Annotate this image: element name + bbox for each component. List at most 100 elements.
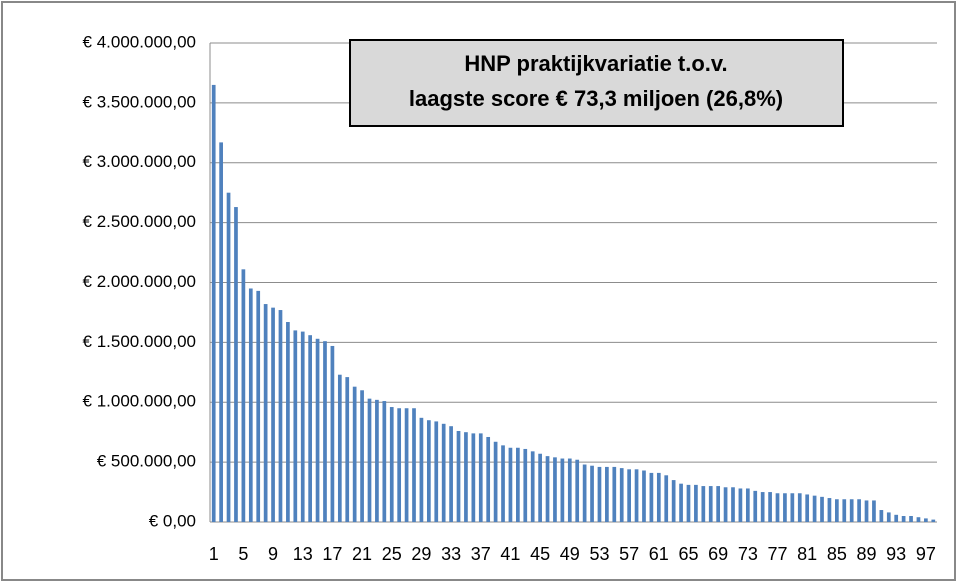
bar (901, 516, 906, 522)
bar (330, 345, 335, 522)
bar (894, 514, 899, 522)
bar (471, 433, 476, 522)
bar (219, 142, 223, 522)
x-tick-label: 41 (500, 544, 520, 564)
bar (486, 436, 491, 522)
x-tick-label: 37 (471, 544, 491, 564)
bar (456, 430, 461, 522)
bar (323, 341, 327, 522)
bar (226, 192, 231, 522)
x-tick-label: 97 (916, 544, 936, 564)
bar (530, 451, 535, 522)
bar (597, 466, 602, 522)
bar (768, 492, 772, 522)
bar (872, 500, 876, 522)
x-tick-label: 29 (411, 544, 431, 564)
bar (783, 493, 787, 522)
x-tick-label: 81 (797, 544, 817, 564)
bar (493, 441, 498, 522)
bar (523, 448, 528, 522)
bar (745, 488, 750, 522)
bar (664, 475, 669, 522)
y-tick-label: € 3.500.000,00 (83, 92, 196, 111)
bar (656, 472, 661, 522)
bar (248, 288, 253, 522)
bar (775, 493, 780, 522)
bar (790, 493, 795, 522)
bar (315, 338, 320, 522)
y-tick-label: € 2.000.000,00 (83, 272, 196, 291)
x-tick-label: 33 (441, 544, 461, 564)
x-tick-label: 69 (708, 544, 728, 564)
bar (308, 335, 313, 522)
y-tick-label: € 1.000.000,00 (83, 392, 196, 411)
bar (234, 207, 238, 522)
bar (278, 310, 283, 522)
bar (738, 488, 743, 522)
bar (849, 499, 854, 522)
bar (916, 517, 921, 522)
bar (649, 472, 654, 522)
bar (412, 408, 416, 522)
bar (271, 307, 275, 522)
bar (538, 453, 542, 522)
x-tick-label: 53 (589, 544, 609, 564)
x-tick-label: 65 (678, 544, 698, 564)
bar (716, 486, 721, 522)
bar (864, 500, 869, 522)
bar (827, 498, 832, 522)
y-tick-label: € 1.500.000,00 (83, 332, 196, 351)
bar (441, 423, 446, 522)
x-tick-label: 9 (268, 544, 278, 564)
x-tick-label: 21 (352, 544, 372, 564)
bar (256, 290, 261, 522)
y-tick-label: € 4.000.000,00 (83, 32, 196, 51)
bar (449, 426, 453, 522)
bar (805, 494, 810, 522)
bar (879, 510, 884, 522)
bar (753, 490, 758, 522)
bar (842, 499, 847, 522)
x-tick-label: 1 (209, 544, 219, 564)
chart-title: HNP praktijkvariatie t.o.v. (464, 51, 727, 76)
bar (434, 421, 439, 522)
bar (634, 469, 639, 522)
bar (352, 386, 357, 522)
bar (582, 464, 587, 522)
x-tick-label: 57 (619, 544, 639, 564)
bar (367, 398, 372, 522)
bar (812, 495, 817, 522)
bar (708, 486, 713, 522)
bar (404, 408, 409, 522)
bar (508, 447, 513, 522)
bar (293, 330, 298, 522)
bar (731, 487, 735, 522)
bar (701, 486, 706, 522)
chart-title: laagste score € 73,3 miljoen (26,8%) (409, 86, 783, 111)
bar (797, 493, 802, 522)
x-tick-label: 5 (238, 544, 248, 564)
bar (612, 466, 617, 522)
bar (553, 457, 557, 522)
bar (560, 458, 565, 522)
bar (760, 492, 765, 522)
bar (694, 484, 698, 522)
bar (419, 417, 424, 522)
bar (642, 470, 646, 522)
bar (723, 487, 728, 522)
x-tick-label: 73 (738, 544, 758, 564)
bar (924, 518, 928, 522)
bar (605, 466, 609, 522)
bar (886, 512, 891, 522)
bar (241, 269, 246, 522)
bar (671, 480, 676, 522)
x-tick-label: 61 (649, 544, 669, 564)
x-tick-label: 85 (827, 544, 847, 564)
y-tick-label: € 0,00 (149, 511, 196, 530)
bar (211, 84, 216, 522)
bar (686, 484, 691, 522)
y-tick-label: € 500.000,00 (97, 452, 196, 471)
bar (575, 459, 580, 522)
bar (820, 496, 824, 522)
